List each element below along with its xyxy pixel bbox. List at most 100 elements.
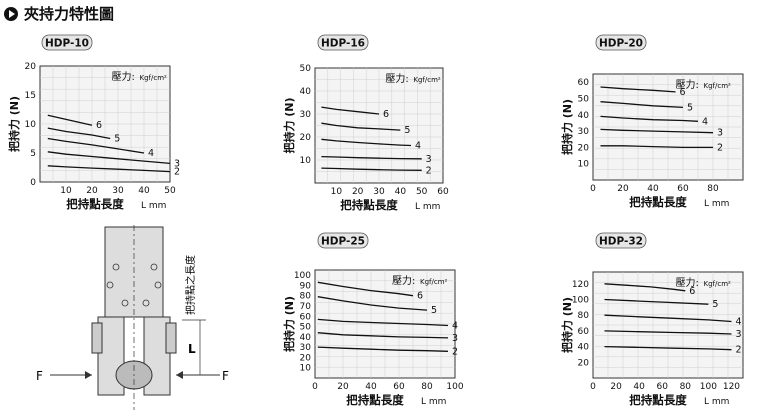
x-axis-label: 把持點長度 (629, 195, 687, 209)
y-tick-label: 30 (300, 110, 312, 120)
model-label: HDP-20 (599, 38, 643, 50)
y-tick-label: 10 (300, 156, 312, 166)
y-tick-label: 20 (25, 62, 37, 72)
pressure-unit: Kgf/cm² (420, 278, 448, 286)
length-label: L (188, 342, 196, 356)
model-badge (41, 34, 93, 51)
y-tick-label: 20 (300, 353, 312, 363)
mounting-holes (106, 263, 162, 307)
x-tick-label: 40 (633, 382, 645, 392)
series-line-6 (600, 86, 676, 93)
y-tick-label: 60 (578, 327, 590, 337)
y-tick-label: 10 (25, 120, 37, 130)
series-label-3: 3 (717, 128, 723, 139)
x-tick-label: 40 (395, 187, 407, 197)
series-label-6: 6 (689, 286, 695, 297)
x-tick-label: 50 (164, 186, 176, 196)
series-label-3: 3 (735, 329, 741, 340)
x-axis-unit: L mm (415, 202, 440, 212)
series-label-2: 2 (717, 142, 723, 153)
series-line-4 (600, 115, 699, 122)
x-tick-label: 10 (331, 187, 343, 197)
model-label: HDP-32 (599, 236, 643, 248)
x-axis-label: 把持點長度 (346, 393, 404, 407)
model-label: HDP-10 (45, 38, 89, 50)
y-tick-label: 100 (572, 295, 589, 305)
x-tick-label: 20 (86, 186, 98, 196)
series-label-4: 4 (148, 148, 154, 159)
x-tick-label: 60 (677, 184, 689, 194)
x-tick-label: 20 (352, 187, 364, 197)
x-tick-label: 0 (590, 382, 596, 392)
y-tick-label: 40 (300, 333, 312, 343)
series-line-3 (600, 128, 714, 134)
series-label-3: 3 (452, 333, 458, 344)
model-badge (317, 34, 369, 51)
series-line-4 (321, 138, 412, 147)
y-tick-label: 20 (578, 358, 590, 368)
x-tick-label: 100 (700, 382, 717, 392)
y-tick-label: 40 (578, 343, 590, 353)
series-label-5: 5 (404, 125, 410, 136)
y-tick-label: 40 (578, 111, 590, 121)
series-label-6: 6 (417, 291, 423, 302)
series-line-3 (317, 332, 449, 339)
y-tick-label: 15 (25, 91, 36, 101)
series-label-5: 5 (114, 134, 120, 145)
series-line-2 (604, 345, 732, 351)
x-tick-label: 80 (680, 382, 692, 392)
page-title: 夾持力特性圖 (4, 3, 114, 24)
chart-3: HDP-250 20 40 60 80 100102030405060708090100把… (282, 232, 464, 407)
series-label-4: 4 (415, 141, 421, 152)
vertical-caption: 把持點之長度 (184, 255, 197, 315)
chart-1: HDP-16 10 20 30 40 50 60 10 20 30 40 50 把持點長度 L mm 把持力… (282, 34, 449, 212)
x-tick-label: 20 (337, 382, 349, 392)
y-axis-label: 把持力 (N) (560, 99, 574, 155)
y-tick-label: 10 (300, 364, 312, 374)
y-tick-label: 60 (578, 78, 590, 88)
series-line-5 (47, 127, 111, 140)
x-tick-label: 60 (437, 187, 449, 197)
series-line-3 (47, 151, 171, 165)
x-axis-label: 把持點長度 (340, 198, 398, 212)
series-label-6: 6 (680, 87, 686, 98)
x-axis-unit: L mm (704, 199, 729, 209)
page-title-text: 夾持力特性圖 (24, 5, 115, 23)
y-tick-label: 20 (578, 143, 590, 153)
pressure-unit: Kgf/cm² (140, 74, 168, 82)
series-label-5: 5 (712, 299, 718, 310)
gripper-diagram: F F L 把持點之長度 (36, 225, 229, 410)
x-tick-label: 0 (312, 382, 318, 392)
series-line-5 (600, 101, 684, 109)
series-label-4: 4 (452, 321, 458, 332)
x-tick-label: 50 (416, 187, 428, 197)
series-line-6 (604, 283, 686, 292)
pressure-unit: Kgf/cm² (704, 82, 732, 90)
model-badge (595, 232, 647, 249)
x-tick-label: 120 (723, 382, 740, 392)
y-tick-label: 20 (300, 133, 312, 143)
x-tick-label: 20 (610, 382, 622, 392)
y-tick-label: 80 (578, 311, 590, 321)
y-axis-label: 把持力 (N) (282, 97, 296, 153)
series-label-5: 5 (431, 305, 437, 316)
x-tick-label: 60 (657, 382, 669, 392)
series-line-5 (604, 298, 709, 305)
series-line-6 (317, 281, 414, 297)
y-tick-label: 90 (300, 281, 312, 291)
series-label-2: 2 (735, 345, 741, 356)
y-tick-label: 5 (30, 149, 36, 159)
y-tick-label: 50 (578, 94, 590, 104)
series-label-2: 2 (426, 165, 432, 176)
x-tick-label: 0 (590, 184, 596, 194)
force-label-right: F (222, 369, 229, 383)
series-line-2 (317, 346, 449, 352)
series-line-3 (321, 155, 422, 160)
chart-4: HDP-32 0 20 40 60 80 100 120 20 40 60 80 100 120 把持點長度… (560, 232, 744, 407)
x-axis-unit: L mm (704, 397, 729, 407)
y-tick-label: 30 (300, 343, 312, 353)
series-label-3: 3 (174, 158, 180, 169)
y-axis-label: 把持力 (N) (560, 297, 574, 353)
